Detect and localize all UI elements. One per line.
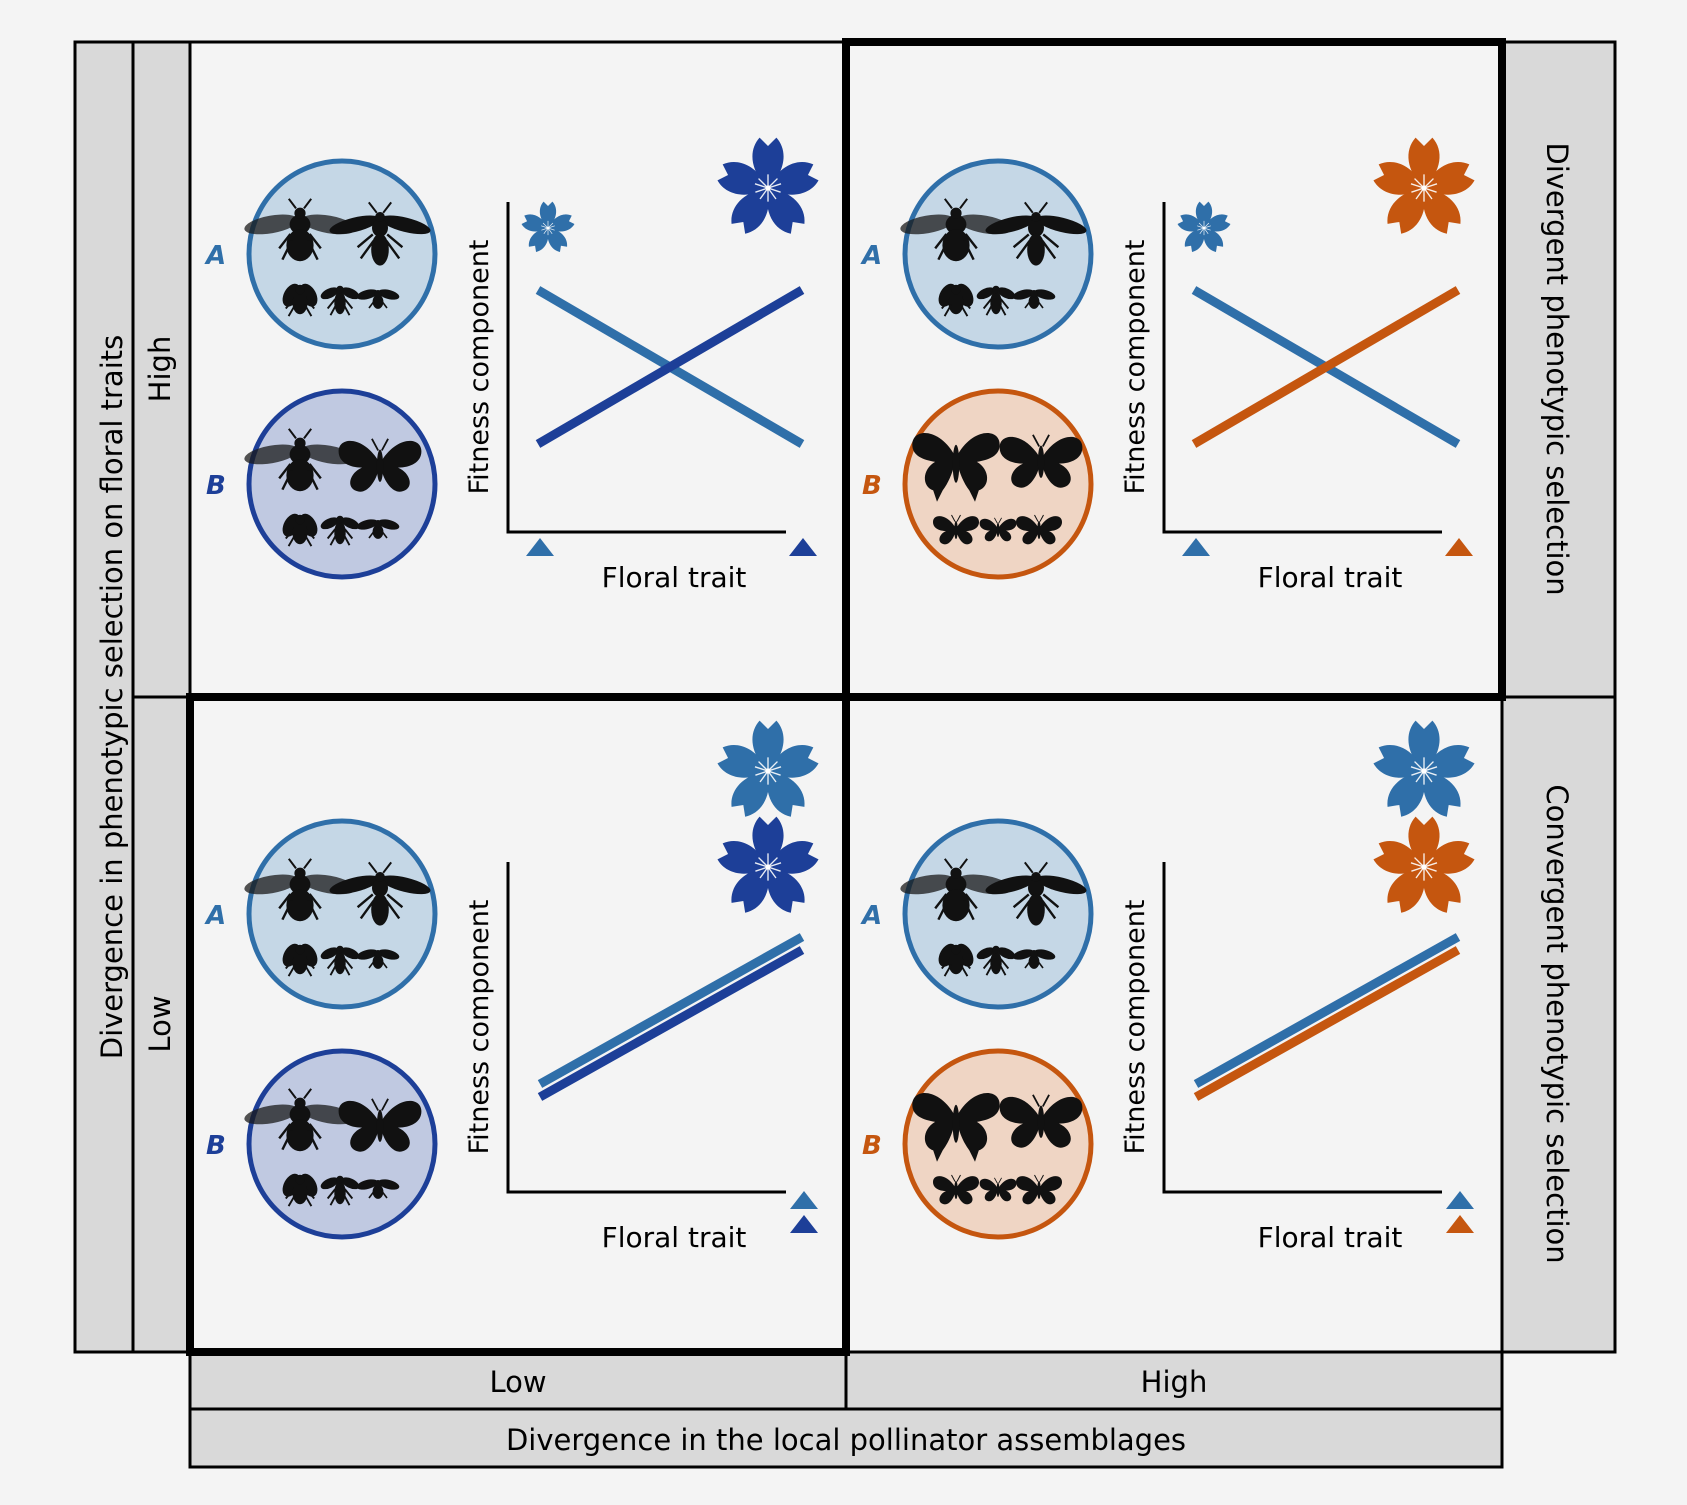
assemblage-a xyxy=(241,818,438,1010)
left-outer-title: Divergence in phenotypic selection on fl… xyxy=(95,335,129,1060)
plot-axes xyxy=(506,202,786,534)
bottom-outer-title: Divergence in the local pollinator assem… xyxy=(506,1423,1186,1457)
panel-low-low: A B Floral trait Fitness component xyxy=(204,721,821,1254)
y-axis-label: Fitness component xyxy=(464,900,495,1155)
assemblage-a xyxy=(897,818,1094,1010)
fitness-line-a xyxy=(537,933,805,1088)
label-a: A xyxy=(860,241,882,271)
y-axis-label: Fitness component xyxy=(1120,900,1151,1155)
fitness-line-b xyxy=(1191,286,1461,448)
convergent-selection-label: Convergent phenotypic selection xyxy=(1540,784,1574,1263)
assemblage-a xyxy=(897,158,1094,350)
bottom-outer-band xyxy=(188,1407,1504,1469)
plot-axes xyxy=(506,862,786,1194)
trait-marker-a xyxy=(526,538,554,556)
label-b: B xyxy=(206,471,226,501)
fitness-line-b xyxy=(537,946,805,1101)
panel-low-high: A B Floral trait Fitness component xyxy=(860,721,1477,1254)
x-axis-label: Floral trait xyxy=(1258,1221,1403,1254)
panels-layer: A B Floral trait Fitness component A B Floral … xyxy=(204,138,1477,1254)
assemblage-b xyxy=(902,388,1094,580)
label-b: B xyxy=(862,1131,882,1161)
x-axis-label: Floral trait xyxy=(602,561,747,594)
left-high-band xyxy=(131,40,192,699)
label-a: A xyxy=(860,901,882,931)
x-axis-label: Floral trait xyxy=(602,1221,747,1254)
trait-marker-b xyxy=(790,1215,818,1233)
plot-axes xyxy=(1162,202,1442,534)
label-a: A xyxy=(204,241,226,271)
left-high-label: High xyxy=(143,336,177,403)
label-b: B xyxy=(206,1131,226,1161)
assemblage-b xyxy=(241,388,438,580)
divergent-selection-label: Divergent phenotypic selection xyxy=(1540,142,1574,595)
y-axis-label: Fitness component xyxy=(1120,240,1151,495)
trait-marker-b xyxy=(1446,1215,1474,1233)
left-low-band xyxy=(131,695,192,1354)
highlight-frame-divergent xyxy=(842,38,1506,701)
circle-a xyxy=(246,158,438,350)
left-low-label: Low xyxy=(143,995,177,1052)
right-top-band xyxy=(1500,40,1617,699)
bottom-low-band xyxy=(188,1350,848,1411)
bottom-low-label: Low xyxy=(489,1365,546,1399)
trait-marker-b xyxy=(1445,538,1473,556)
trait-marker-a xyxy=(1182,538,1210,556)
circle-a xyxy=(902,818,1094,1010)
highlight-frame-convergent xyxy=(186,693,850,1356)
y-axis-label: Fitness component xyxy=(464,240,495,495)
x-axis-label: Floral trait xyxy=(1258,561,1403,594)
circle-a xyxy=(246,818,438,1010)
label-b: B xyxy=(862,471,882,501)
bottom-high-label: High xyxy=(1141,1365,1208,1399)
assemblage-b xyxy=(241,1048,438,1240)
fitness-line-a xyxy=(1193,933,1461,1088)
left-outer-band xyxy=(73,40,135,1354)
panel-high-low: A B Floral trait Fitness component xyxy=(204,138,821,594)
right-bottom-band xyxy=(1500,695,1617,1354)
trait-marker-a xyxy=(1446,1191,1474,1209)
panel-high-high: A B Floral trait Fitness component xyxy=(860,138,1477,594)
fitness-line-b xyxy=(535,286,805,448)
plot-axes xyxy=(1162,862,1442,1194)
assemblage-b xyxy=(902,1048,1094,1240)
assemblage-a xyxy=(241,158,438,350)
label-a: A xyxy=(204,901,226,931)
trait-marker-b xyxy=(789,538,817,556)
circle-a xyxy=(902,158,1094,350)
fitness-line-b xyxy=(1193,946,1461,1101)
trait-marker-a xyxy=(790,1191,818,1209)
